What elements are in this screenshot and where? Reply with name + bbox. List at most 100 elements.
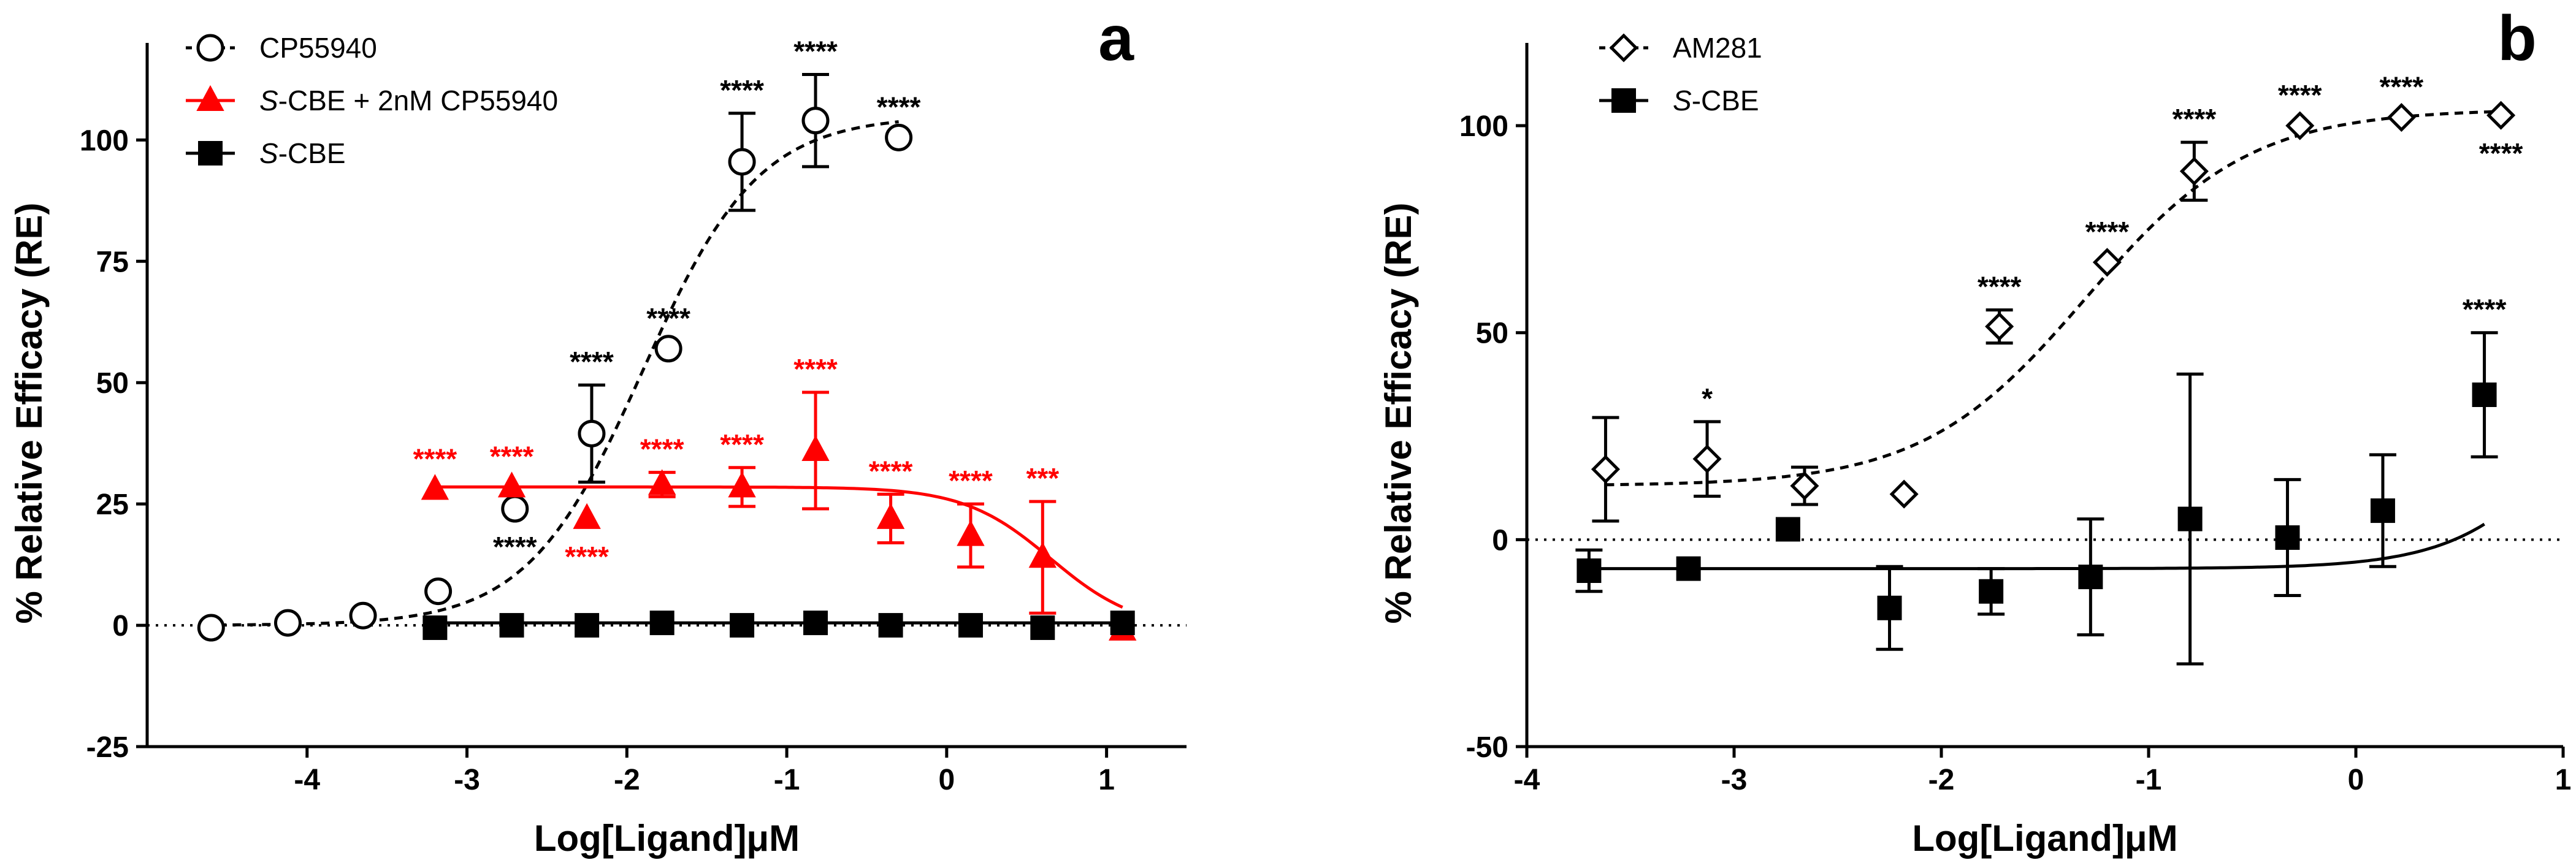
y-tick-label: 75 xyxy=(96,246,129,278)
data-point xyxy=(803,611,828,636)
fit-curve xyxy=(435,485,1123,609)
x-tick-label: -1 xyxy=(774,764,800,796)
significance-label: **** xyxy=(640,433,684,465)
x-tick-label: -4 xyxy=(1514,764,1540,796)
data-point xyxy=(1775,517,1800,542)
y-axis-title: % Relative Efficacy (RE) xyxy=(1378,203,1419,624)
significance-label: *** xyxy=(1026,462,1059,494)
y-tick-label: 100 xyxy=(80,124,129,157)
x-tick-label: 1 xyxy=(1098,764,1115,796)
significance-label: * xyxy=(1702,383,1713,414)
y-tick-label: 50 xyxy=(1476,318,1508,350)
data-point xyxy=(2179,156,2209,186)
data-point xyxy=(424,577,453,606)
data-point xyxy=(730,613,755,638)
legend-label-rest: -CBE xyxy=(1692,85,1759,116)
x-tick-label: 1 xyxy=(2555,764,2572,796)
data-point xyxy=(2472,383,2497,407)
data-point xyxy=(501,495,529,523)
significance-label: **** xyxy=(646,302,690,334)
data-point xyxy=(573,503,601,529)
data-point xyxy=(273,609,302,637)
significance-label: **** xyxy=(869,455,913,487)
series-am281: ***************** ******** xyxy=(1591,71,2523,523)
legend-label-rest: -CBE + 2nM CP55940 xyxy=(278,85,558,116)
x-tick-label: -3 xyxy=(454,764,480,796)
fit-curve xyxy=(1605,110,2501,487)
y-tick-label: -50 xyxy=(1466,731,1508,764)
x-tick-label: -2 xyxy=(1928,764,1955,796)
data-point xyxy=(728,471,756,498)
legend-label: S-CBE xyxy=(259,137,346,169)
legend-entry-s-cbe-2nm-cp55940: S-CBE + 2nM CP55940 xyxy=(186,85,558,116)
panel-letter: b xyxy=(2498,3,2537,74)
significance-label: **** xyxy=(493,531,537,563)
data-point xyxy=(2387,103,2416,132)
significance-label: **** xyxy=(720,428,764,460)
data-point xyxy=(958,613,983,638)
legend-label-rest: -CBE xyxy=(278,137,346,169)
data-point xyxy=(1577,558,1602,583)
fit-curve xyxy=(203,120,899,627)
data-point xyxy=(876,503,905,529)
y-tick-label: 0 xyxy=(112,610,129,642)
series-s-cbe-2nm-cp55940: **** ************ ************ **** *** xyxy=(413,353,1137,641)
legend-label-italic: S xyxy=(259,137,278,169)
y-tick-label: 25 xyxy=(96,489,129,521)
data-point xyxy=(2285,111,2315,140)
x-axis-title: Log[Ligand]μM xyxy=(534,818,800,859)
panel-a: -4 -3 -2 -1 0 1 -25 0 25 50 75 100 Log[Ligand]μM % Re… xyxy=(9,3,1187,859)
x-tick-label: 0 xyxy=(938,764,955,796)
data-point xyxy=(1676,556,1701,581)
x-tick-label: 0 xyxy=(2348,764,2364,796)
data-point xyxy=(499,613,524,638)
data-point xyxy=(801,435,830,462)
y-tick-label: -25 xyxy=(86,731,129,764)
x-axis-title: Log[Ligand]μM xyxy=(1912,818,2177,859)
data-point xyxy=(649,611,675,636)
y-axis-title: % Relative Efficacy (RE) xyxy=(9,203,50,624)
data-point xyxy=(654,335,682,363)
legend-label-italic: S xyxy=(1673,85,1692,116)
legend-label: S-CBE xyxy=(1673,85,1759,116)
data-point xyxy=(349,601,377,630)
legend-label: AM281 xyxy=(1673,32,1762,64)
legend-marker xyxy=(198,141,223,166)
significance-label: **** xyxy=(877,91,921,123)
data-point xyxy=(648,469,676,495)
significance-label: **** xyxy=(2173,103,2217,135)
fit-curve xyxy=(1589,522,2485,571)
significance-label: **** xyxy=(793,35,838,67)
legend-entry-am281: AM281 xyxy=(1599,32,1762,64)
legend-marker xyxy=(1609,33,1638,63)
data-point xyxy=(575,613,600,638)
significance-label: **** xyxy=(949,465,993,497)
significance-label: **** xyxy=(570,346,614,378)
significance-label: **** xyxy=(2463,294,2507,326)
significance-label: **** xyxy=(2085,216,2130,248)
x-tick-label: -3 xyxy=(1721,764,1748,796)
data-point xyxy=(2177,506,2203,531)
legend-label: S-CBE + 2nM CP55940 xyxy=(259,85,558,116)
significance-label: **** xyxy=(2380,71,2424,103)
significance-label: **** xyxy=(413,443,457,474)
series-cp55940: **** **** **** **** **** **** xyxy=(197,35,921,642)
y-tick-label: 0 xyxy=(1492,524,1508,557)
y-tick-label: 50 xyxy=(96,367,129,400)
significance-label: **** xyxy=(2479,137,2523,169)
series-s-cbe xyxy=(422,611,1135,641)
data-point xyxy=(801,107,830,135)
legend-marker xyxy=(196,85,224,111)
data-point xyxy=(578,419,606,447)
significance-label: **** xyxy=(490,440,534,472)
data-point xyxy=(1979,579,2004,604)
data-point xyxy=(957,520,985,546)
data-point xyxy=(1985,312,2014,341)
data-point xyxy=(728,148,756,176)
data-point xyxy=(197,614,225,642)
data-point xyxy=(421,474,449,500)
significance-label: **** xyxy=(793,353,838,385)
data-point xyxy=(1028,542,1057,568)
data-point xyxy=(885,123,913,151)
panel-letter: a xyxy=(1098,3,1134,74)
